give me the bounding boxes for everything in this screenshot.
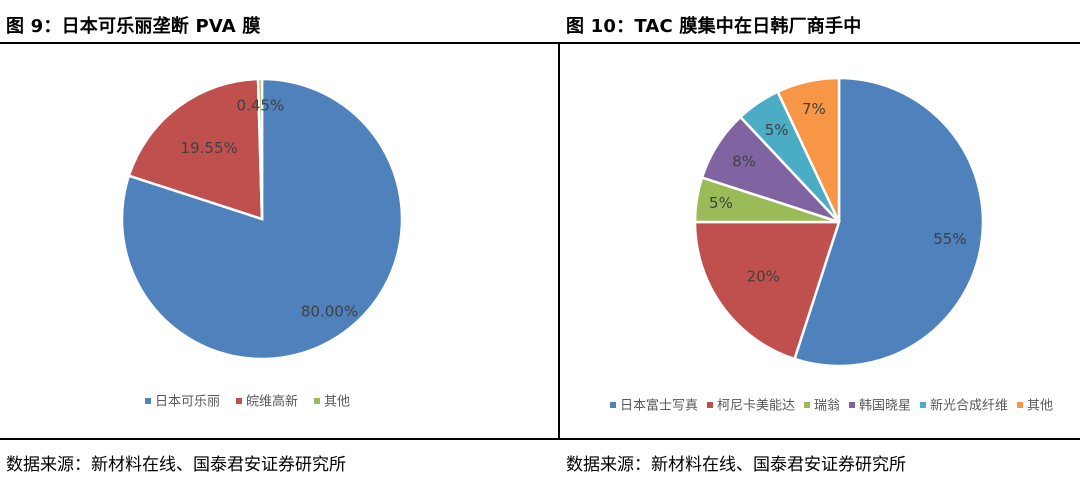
figure-10-source: 数据来源：新材料在线、国泰君安证券研究所	[566, 455, 906, 475]
pie1-legend-label-1: 柯尼卡美能达	[717, 399, 795, 414]
top-rule	[0, 42, 1080, 44]
pie1-legend-label-5: 其他	[1027, 399, 1053, 414]
pie1-slice-label-5: 7%	[802, 100, 826, 118]
pie1-legend-swatch-0	[610, 402, 616, 408]
pie1-slice-1	[693, 220, 841, 361]
pie1-slice-label-4: 5%	[765, 121, 789, 139]
pie1-legend-item-3: 韩国晓星	[849, 399, 911, 414]
figure-9-title: 图 9：日本可乐丽垄断 PVA 膜	[6, 16, 261, 37]
pie0-slice-1	[127, 77, 264, 221]
figure-9-pie-chart: 80.00% 19.55% 0.45% 日本可乐丽 皖维高新 其他	[120, 77, 404, 410]
pie0-slice-2	[256, 77, 264, 220]
pie0-legend-item-2: 其他	[314, 395, 350, 410]
pie1-legend-swatch-2	[804, 402, 810, 408]
pie1-slice-0	[792, 76, 985, 368]
pie1-legend-item-4: 新光合成纤维	[920, 398, 1008, 414]
bottom-rule	[0, 438, 1080, 440]
pie0-legend-label-0: 日本可乐丽	[155, 395, 220, 410]
pie0-legend-swatch-1	[236, 398, 242, 404]
figure-9-source: 数据来源：新材料在线、国泰君安证券研究所	[6, 455, 346, 475]
pie0-legend-swatch-2	[314, 398, 320, 404]
pie0-legend-item-0: 日本可乐丽	[145, 395, 220, 410]
pie1-legend-swatch-3	[849, 402, 855, 408]
pie1-legend-swatch-4	[920, 402, 926, 408]
pie1-legend-swatch-5	[1017, 402, 1023, 408]
pie1-legend-item-2: 瑞翁	[804, 399, 840, 414]
pie1-slice-label-2: 5%	[709, 194, 733, 212]
pie0-legend-swatch-0	[145, 398, 151, 404]
pie1-legend-item-1: 柯尼卡美能达	[707, 399, 795, 414]
pie0-legend-item-1: 皖维高新	[236, 394, 298, 410]
figure-10-panel: 图 10：TAC 膜集中在日韩厂商手中 55% 20% 5% 8% 5% 7% 日本富士写真…	[560, 0, 1080, 478]
pie1-legend-item-0: 日本富士写真	[610, 398, 698, 414]
pie1-slice-5	[776, 76, 841, 223]
pie0-slice-label-0: 80.00%	[301, 302, 358, 320]
pie1-legend-label-3: 韩国晓星	[859, 399, 911, 414]
panel-divider	[558, 42, 560, 440]
pie0-slice-label-2: 0.45%	[237, 97, 285, 115]
pie1-legend-label-4: 新光合成纤维	[930, 398, 1008, 414]
pie0-legend-label-2: 其他	[324, 395, 350, 410]
pie0-legend-label-1: 皖维高新	[246, 394, 298, 410]
figure-10-pie-chart: 55% 20% 5% 8% 5% 7% 日本富士写真 柯尼卡美能达 瑞翁 韩国晓星 新光合成纤维 其他	[610, 76, 1053, 414]
figure-9-panel: 图 9：日本可乐丽垄断 PVA 膜 80.00% 19.55% 0.45% 日本可乐丽…	[6, 16, 404, 475]
pie0-slice-label-1: 19.55%	[181, 139, 238, 157]
pie1-legend-item-5: 其他	[1017, 399, 1053, 414]
pie1-slice-label-1: 20%	[747, 268, 780, 286]
pie1-slice-label-3: 8%	[732, 152, 756, 170]
figure-10-title: 图 10：TAC 膜集中在日韩厂商手中	[566, 16, 862, 37]
pie1-legend-label-2: 瑞翁	[814, 399, 840, 414]
pie1-slice-label-0: 55%	[933, 230, 966, 248]
pie1-legend-swatch-1	[707, 402, 713, 408]
pie1-legend-label-0: 日本富士写真	[620, 398, 698, 414]
